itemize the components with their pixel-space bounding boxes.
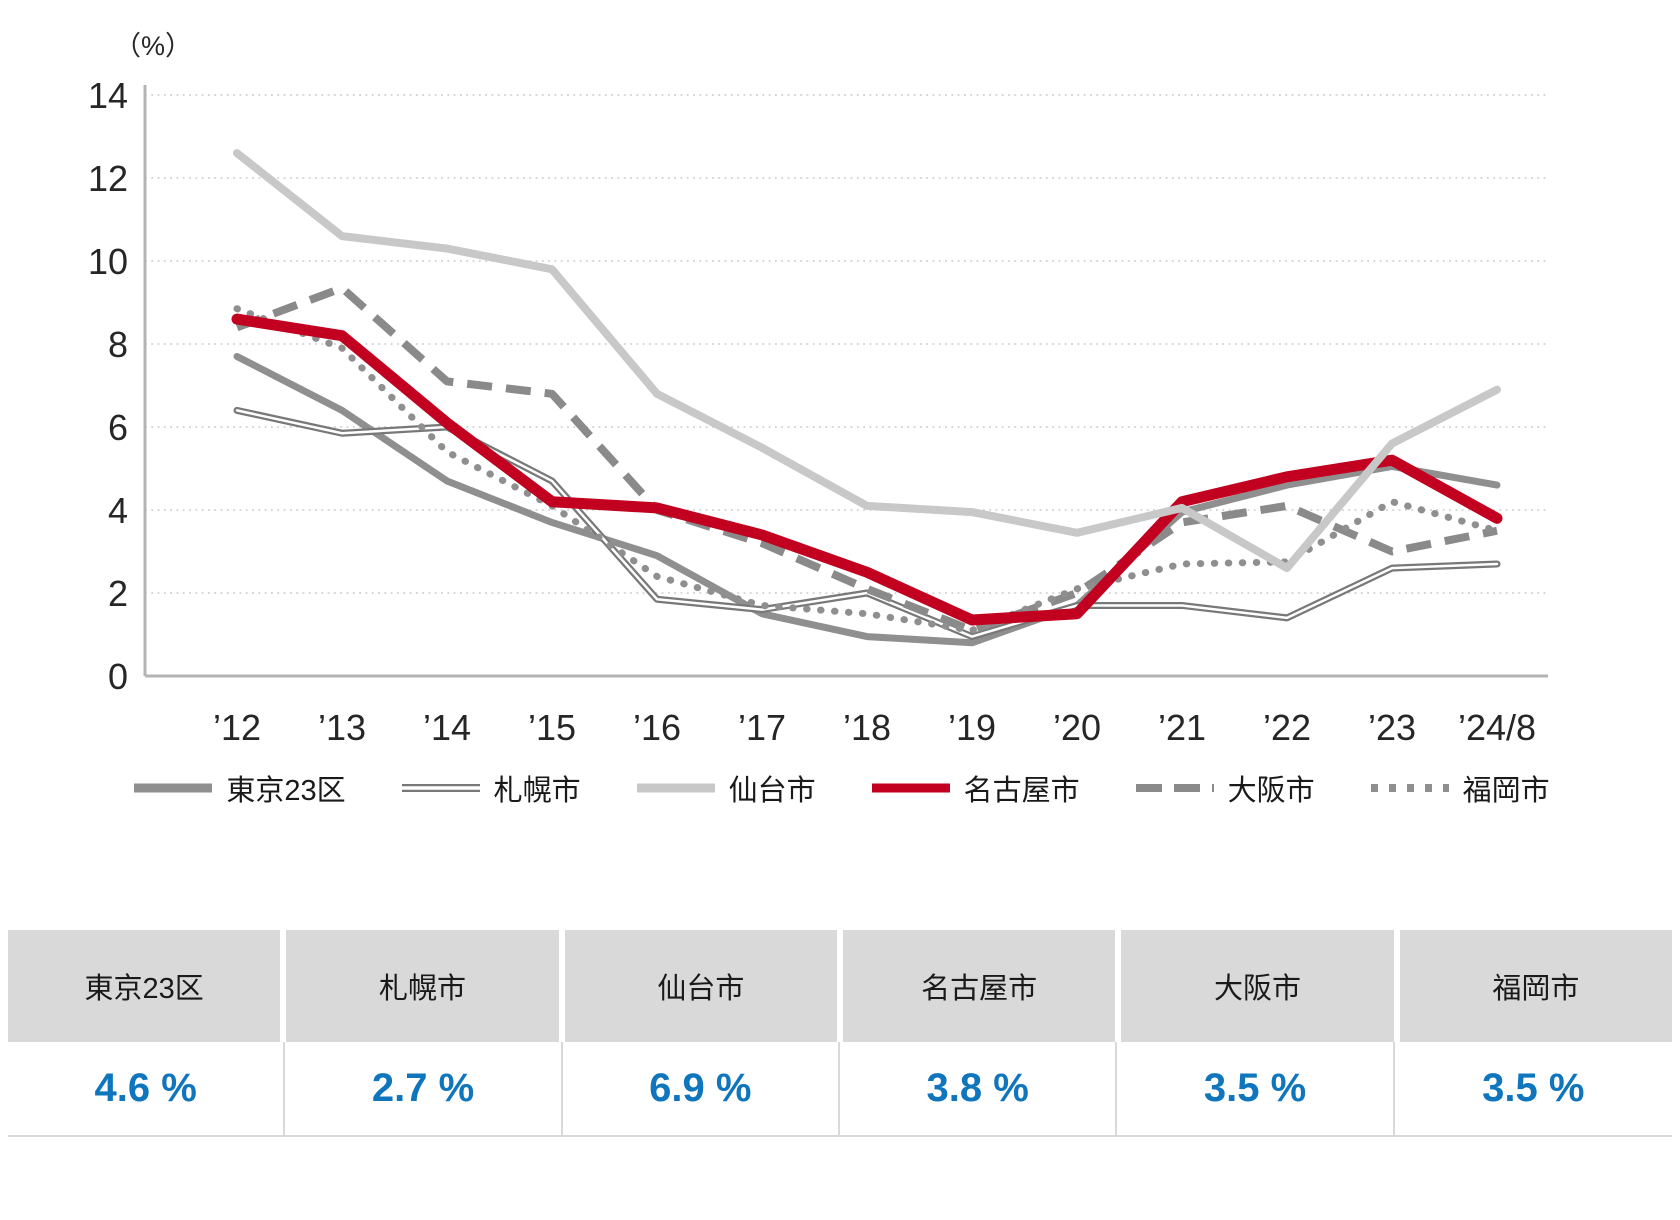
y-tick-label: 14: [88, 75, 128, 116]
table-value-cell: 2.7 %: [285, 1042, 563, 1135]
series-line-仙台市: [233, 149, 1501, 573]
table-header-row: 東京23区 札幌市 仙台市 名古屋市 大阪市 福岡市: [8, 930, 1672, 1042]
legend-swatch: [1135, 784, 1214, 792]
x-tick-label: ’21: [1158, 707, 1206, 748]
legend-item: 札幌市: [398, 767, 581, 809]
series-line-福岡市: [233, 305, 1501, 634]
table-value-row: 4.6 % 2.7 % 6.9 % 3.8 % 3.5 % 3.5 %: [8, 1042, 1672, 1137]
x-tick-label: ’24/8: [1458, 707, 1536, 748]
legend-item: 東京23区: [130, 767, 346, 809]
axes: [143, 85, 1548, 678]
table-value-cell: 3.8 %: [840, 1042, 1118, 1135]
x-tick-label: ’19: [948, 707, 996, 748]
legend-label: 大阪市: [1227, 775, 1315, 807]
table-value-cell: 6.9 %: [562, 1042, 840, 1135]
table-header-cell: 大阪市: [1121, 930, 1394, 1042]
y-tick-label: 2: [108, 573, 128, 614]
table-value-cell: 4.6 %: [8, 1042, 286, 1135]
y-tick-label: 10: [88, 241, 128, 282]
x-tick-label: ’16: [633, 707, 681, 748]
line-chart: （%） 0 2 4 6 8 10 12 14 ’12 ’13 ’14 ’15 ’16 ’17 ’18 ’19 ’…: [88, 31, 1548, 748]
y-tick-label: 4: [108, 490, 128, 531]
table-value-cell: 3.5 %: [1117, 1042, 1395, 1135]
legend-swatch: [134, 783, 213, 793]
chart-legend: 東京23区 札幌市 仙台市 名古屋市 大阪市 福岡市: [0, 760, 1680, 816]
legend-swatch: [1370, 784, 1449, 792]
y-tick-label: 12: [88, 158, 128, 199]
y-tick-label: 8: [108, 324, 128, 365]
table-header-cell: 札幌市: [286, 930, 559, 1042]
legend-swatch: [401, 784, 480, 792]
y-axis-unit-label: （%）: [114, 31, 192, 61]
legend-item: 仙台市: [633, 767, 816, 809]
x-tick-label: ’20: [1053, 707, 1101, 748]
legend-swatch: [636, 783, 715, 793]
legend-label: 福岡市: [1462, 775, 1550, 807]
axis-tick-labels: 0 2 4 6 8 10 12 14 ’12 ’13 ’14 ’15 ’16 ’17 ’18 ’19 ’20 ’2…: [88, 75, 1536, 748]
x-tick-label: ’15: [528, 707, 576, 748]
legend-item: 大阪市: [1132, 767, 1315, 809]
x-tick-label: ’23: [1368, 707, 1416, 748]
series-line-札幌市: [233, 406, 1501, 641]
table-header-cell: 東京23区: [8, 930, 281, 1042]
x-tick-label: ’12: [213, 707, 261, 748]
y-tick-label: 6: [108, 407, 128, 448]
x-tick-label: ’18: [843, 707, 891, 748]
series-line-札幌市-inner-white: [235, 409, 1499, 638]
legend-label: 仙台市: [728, 775, 816, 807]
table-header-cell: 福岡市: [1399, 930, 1672, 1042]
x-tick-label: ’13: [318, 707, 366, 748]
gridlines: [145, 94, 1548, 594]
series-line-名古屋市: [231, 313, 1503, 626]
table-header-cell: 名古屋市: [843, 930, 1116, 1042]
series-line-大阪市: [235, 283, 1498, 635]
table-header-cell: 仙台市: [564, 930, 837, 1042]
latest-values-table: 東京23区 札幌市 仙台市 名古屋市 大阪市 福岡市 4.6 % 2.7 % 6…: [8, 930, 1672, 1137]
x-tick-label: ’14: [423, 707, 471, 748]
legend-label: 東京23区: [226, 775, 346, 807]
x-tick-label: ’22: [1263, 707, 1311, 748]
chart-series: [231, 149, 1503, 647]
legend-item: 福岡市: [1367, 767, 1550, 809]
table-value-cell: 3.5 %: [1394, 1042, 1672, 1135]
legend-label: 札幌市: [493, 775, 581, 807]
legend-swatch: [871, 783, 950, 793]
x-tick-label: ’17: [738, 707, 786, 748]
series-line-東京23区: [233, 352, 1501, 647]
legend-item: 名古屋市: [868, 767, 1080, 809]
legend-label: 名古屋市: [963, 775, 1080, 807]
y-tick-label: 0: [108, 656, 128, 697]
